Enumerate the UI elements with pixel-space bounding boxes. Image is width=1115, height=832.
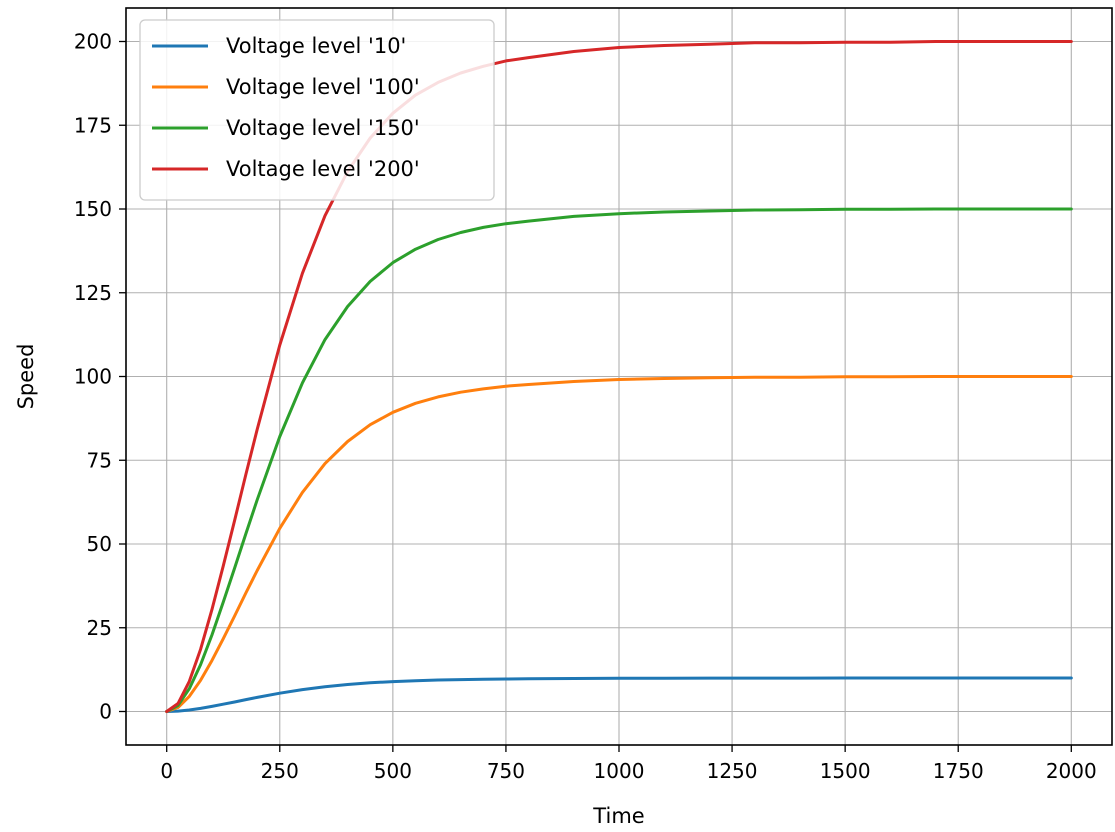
legend-box <box>139 19 495 201</box>
x-tick-label: 2000 <box>1046 759 1097 783</box>
y-tick-label: 175 <box>74 113 112 137</box>
y-tick-label: 0 <box>99 700 112 724</box>
y-tick-label: 150 <box>74 197 112 221</box>
x-axis-ticks: 0 250 500 750 1000 1250 1500 1750 2000 <box>160 745 1097 783</box>
x-tick-label: 500 <box>374 759 412 783</box>
y-tick-label: 125 <box>74 281 112 305</box>
x-tick-label: 0 <box>160 759 173 783</box>
x-tick-label: 1000 <box>594 759 645 783</box>
legend: Voltage level '10' Voltage level '100' Vol… <box>139 19 495 201</box>
x-axis-label: Time <box>592 804 644 828</box>
y-tick-label: 100 <box>74 365 112 389</box>
y-tick-label: 75 <box>87 448 112 472</box>
y-tick-label: 50 <box>87 532 112 556</box>
series-line-2 <box>165 207 1073 713</box>
x-tick-label: 750 <box>487 759 525 783</box>
x-tick-label: 1250 <box>707 759 758 783</box>
series-line-0 <box>165 676 1073 713</box>
series-line-1 <box>165 375 1073 713</box>
x-tick-label: 1500 <box>820 759 871 783</box>
x-tick-label: 1750 <box>933 759 984 783</box>
x-tick-label: 250 <box>261 759 299 783</box>
legend-entry-0: Voltage level '10' <box>226 34 406 58</box>
y-tick-label: 200 <box>74 30 112 54</box>
legend-entry-3: Voltage level '200' <box>226 157 420 181</box>
legend-entry-1: Voltage level '100' <box>226 75 420 99</box>
legend-entry-2: Voltage level '150' <box>226 116 420 140</box>
y-axis-label: Speed <box>14 344 38 410</box>
y-tick-label: 25 <box>87 616 112 640</box>
y-axis-ticks: 0 25 50 75 100 125 150 175 200 <box>74 30 126 724</box>
